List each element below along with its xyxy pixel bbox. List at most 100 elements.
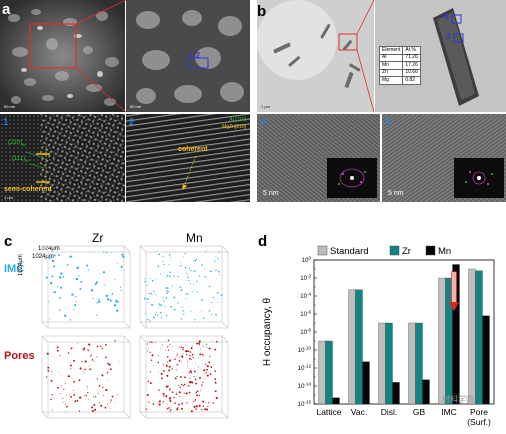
particle: [70, 347, 73, 350]
particle: [157, 402, 159, 404]
particle: [214, 348, 217, 351]
bar-standard: [378, 322, 386, 405]
particle: [191, 354, 194, 356]
particle: [192, 357, 194, 359]
particle: [68, 375, 71, 378]
particle: [50, 371, 52, 373]
y-tick-label: 10-14: [298, 382, 312, 391]
particle: [152, 403, 155, 405]
semi-coherent-label: semi-coherent: [4, 186, 52, 193]
particle: [168, 350, 169, 352]
particle: [210, 314, 212, 316]
y-tick-label: 10-4: [300, 292, 311, 301]
particle: [178, 356, 180, 358]
lattice-texture-1: [0, 114, 125, 202]
particle: [193, 370, 196, 373]
particle: [179, 261, 181, 263]
particle: [208, 347, 211, 350]
particle: [78, 379, 81, 382]
particle: [176, 364, 179, 366]
particle: [155, 279, 157, 281]
h-occupancy-chart: 100 10-2 10-4 10-6 10-8 10-10 10-12 10-14 10-16 H…: [262, 245, 495, 427]
region-marker-4: 4: [444, 12, 449, 21]
particle: [198, 344, 201, 346]
particle: [173, 296, 175, 298]
particle: [198, 340, 201, 343]
particle: [165, 287, 168, 289]
particle: [198, 366, 200, 368]
particle: [200, 300, 202, 302]
particle: [208, 361, 211, 364]
particle: [188, 391, 191, 394]
pores-mn-particles: [145, 339, 218, 413]
particle: [106, 252, 108, 254]
particle: [211, 301, 213, 303]
particle: [144, 280, 146, 283]
particle: [181, 407, 183, 410]
particle: [149, 351, 151, 353]
particle: [215, 382, 217, 384]
particle: [191, 381, 194, 384]
particle: [213, 298, 215, 300]
particle: [89, 355, 91, 357]
particle: [65, 382, 66, 384]
particle: [150, 292, 152, 295]
particle: [201, 408, 203, 411]
particle: [98, 385, 101, 387]
particle: [168, 369, 171, 372]
particle: [98, 298, 100, 300]
particle: [65, 403, 66, 405]
particle: [184, 376, 186, 379]
particle: [71, 293, 74, 296]
y-axis-label: H occupancy, θ: [262, 297, 273, 366]
particle: [153, 290, 155, 292]
particle: [110, 399, 112, 401]
particle: [155, 342, 157, 343]
particle: [206, 365, 209, 368]
particle: [111, 293, 114, 295]
panel-a-label: a: [2, 1, 11, 18]
particle: [188, 357, 191, 360]
particle: [62, 276, 65, 279]
particle: [117, 301, 120, 303]
particle: [113, 304, 117, 307]
particle: [177, 276, 179, 278]
particle: [106, 372, 109, 374]
particle: [83, 348, 85, 351]
particle: [202, 381, 204, 384]
zoom-texture: [126, 0, 250, 112]
particle: [193, 270, 196, 272]
particle: [51, 275, 54, 278]
particle: [51, 409, 53, 411]
particle: [166, 275, 168, 277]
particle: [195, 405, 198, 408]
particle: [88, 343, 91, 346]
particle: [206, 368, 208, 371]
particle: [144, 297, 146, 300]
particle: [93, 360, 95, 362]
particle: [213, 260, 216, 262]
table-cell: 0.82: [402, 76, 421, 85]
panel-b-overview-image: 1 μm: [257, 0, 374, 112]
panel-a-hrtem-2: 2 Al [110] MgZn[210] coherent: [126, 114, 250, 202]
particle: [105, 356, 107, 359]
bar-zr: [475, 270, 483, 405]
particle: [188, 267, 190, 269]
particle: [179, 286, 181, 288]
bar-mn: [422, 379, 430, 405]
particle: [115, 300, 118, 303]
particle: [198, 394, 201, 397]
particle: [194, 364, 196, 365]
particle: [173, 396, 175, 399]
particle: [109, 368, 112, 370]
particle: [180, 265, 182, 267]
particle: [75, 301, 78, 303]
particle: [90, 289, 94, 292]
particle: [69, 398, 71, 400]
x-tick-label: Lattice: [316, 407, 341, 417]
particle: [198, 404, 201, 407]
particle: [158, 400, 161, 403]
particle: [60, 384, 62, 386]
particle: [91, 406, 94, 409]
table-cell: Al: [378, 53, 404, 62]
